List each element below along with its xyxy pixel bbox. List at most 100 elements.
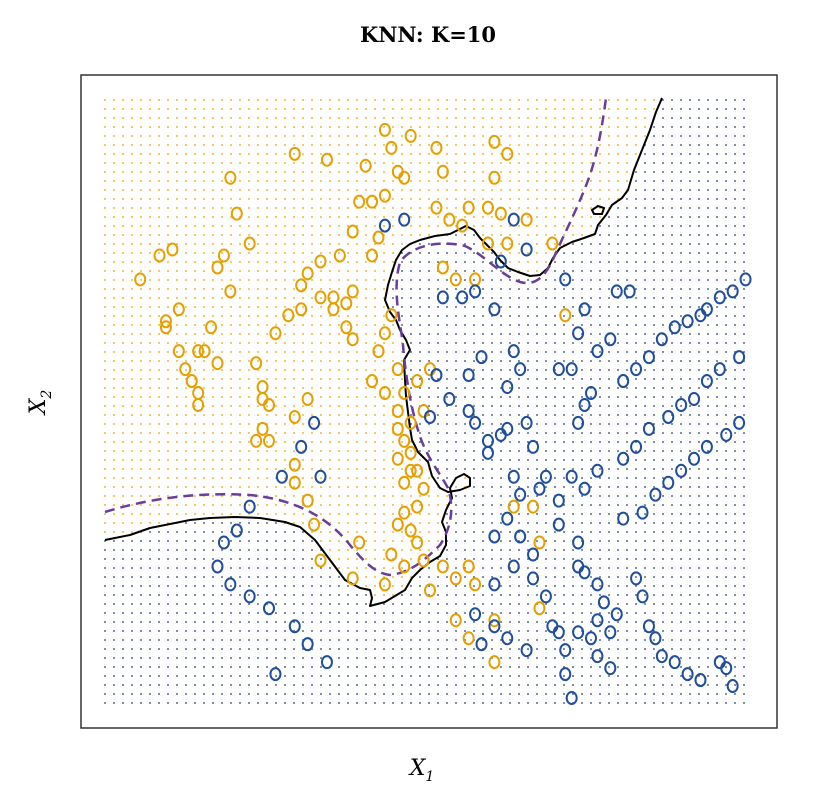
grid-dot [140, 702, 142, 704]
grid-dot [734, 666, 736, 668]
grid-dot [707, 234, 709, 236]
grid-dot [554, 594, 556, 596]
grid-dot [293, 261, 295, 263]
grid-dot [293, 171, 295, 173]
grid-dot [536, 684, 538, 686]
grid-dot [257, 702, 259, 704]
grid-dot [302, 189, 304, 191]
grid-dot [320, 675, 322, 677]
grid-dot [509, 153, 511, 155]
grid-dot [113, 261, 115, 263]
grid-dot [572, 144, 574, 146]
grid-dot [563, 396, 565, 398]
grid-dot [239, 108, 241, 110]
grid-dot [284, 135, 286, 137]
grid-dot [491, 234, 493, 236]
grid-dot [626, 162, 628, 164]
grid-dot [311, 666, 313, 668]
grid-dot [185, 531, 187, 533]
grid-dot [329, 162, 331, 164]
grid-dot [554, 270, 556, 272]
grid-dot [248, 531, 250, 533]
grid-dot [194, 207, 196, 209]
grid-dot [581, 657, 583, 659]
grid-dot [482, 306, 484, 308]
grid-dot [689, 522, 691, 524]
grid-dot [707, 594, 709, 596]
grid-dot [239, 504, 241, 506]
grid-dot [581, 225, 583, 227]
grid-dot [221, 288, 223, 290]
grid-dot [743, 612, 745, 614]
grid-dot [284, 459, 286, 461]
grid-dot [284, 315, 286, 317]
grid-dot [509, 117, 511, 119]
grid-dot [419, 126, 421, 128]
grid-dot [500, 162, 502, 164]
grid-dot [662, 270, 664, 272]
grid-dot [554, 108, 556, 110]
grid-dot [302, 369, 304, 371]
grid-dot [122, 315, 124, 317]
grid-dot [644, 342, 646, 344]
grid-dot [185, 324, 187, 326]
grid-dot [221, 666, 223, 668]
grid-dot [617, 432, 619, 434]
grid-dot [617, 324, 619, 326]
grid-dot [239, 612, 241, 614]
orange-data-point [488, 134, 501, 149]
grid-dot [203, 369, 205, 371]
grid-dot [338, 180, 340, 182]
grid-dot [203, 486, 205, 488]
grid-dot [617, 270, 619, 272]
grid-dot [185, 684, 187, 686]
grid-dot [698, 360, 700, 362]
grid-dot [725, 243, 727, 245]
grid-dot [302, 513, 304, 515]
grid-dot [545, 441, 547, 443]
grid-dot [329, 126, 331, 128]
grid-dot [509, 567, 511, 569]
grid-dot [176, 450, 178, 452]
grid-dot [671, 189, 673, 191]
grid-dot [491, 225, 493, 227]
grid-dot [464, 162, 466, 164]
grid-dot [131, 99, 133, 101]
grid-dot [446, 162, 448, 164]
grid-dot [581, 441, 583, 443]
grid-dot [554, 441, 556, 443]
grid-dot [248, 693, 250, 695]
grid-dot [284, 252, 286, 254]
grid-dot [680, 396, 682, 398]
grid-dot [482, 423, 484, 425]
grid-dot [581, 234, 583, 236]
grid-dot [464, 270, 466, 272]
grid-dot [167, 639, 169, 641]
grid-dot [464, 351, 466, 353]
grid-dot [545, 468, 547, 470]
grid-dot [248, 576, 250, 578]
grid-dot [581, 648, 583, 650]
grid-dot [743, 621, 745, 623]
grid-dot [194, 216, 196, 218]
grid-dot [653, 243, 655, 245]
grid-dot [590, 531, 592, 533]
grid-dot [635, 342, 637, 344]
grid-dot [509, 450, 511, 452]
grid-dot [509, 477, 511, 479]
grid-dot [626, 315, 628, 317]
grid-dot [410, 342, 412, 344]
grid-dot [671, 324, 673, 326]
grid-dot [275, 657, 277, 659]
orange-data-point [346, 332, 359, 347]
grid-dot [716, 702, 718, 704]
grid-dot [653, 630, 655, 632]
grid-dot [572, 243, 574, 245]
grid-dot [689, 702, 691, 704]
grid-dot [365, 612, 367, 614]
grid-dot [212, 180, 214, 182]
grid-dot [518, 342, 520, 344]
grid-dot [653, 432, 655, 434]
grid-dot [284, 675, 286, 677]
grid-dot [716, 414, 718, 416]
